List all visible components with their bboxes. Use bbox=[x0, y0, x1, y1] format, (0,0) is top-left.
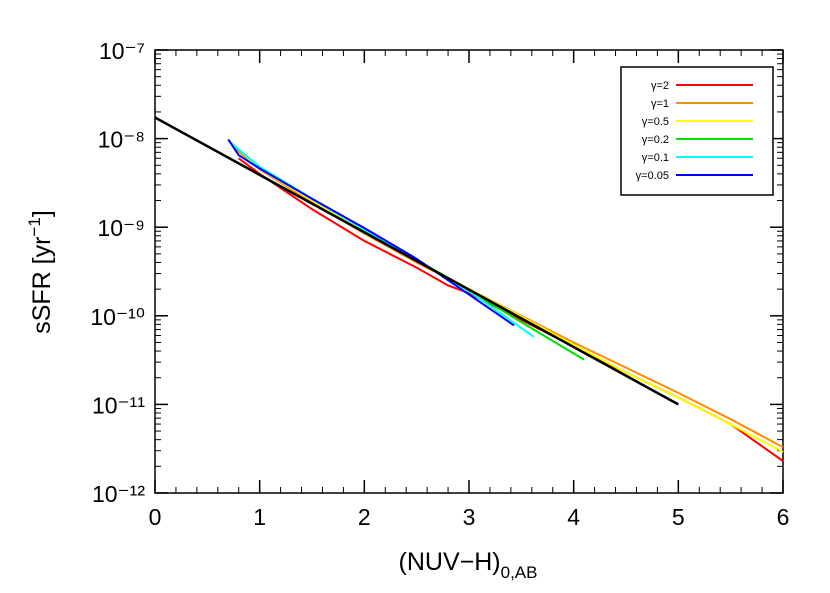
y-label-end: ] bbox=[28, 210, 56, 217]
y-tick-label: 10⁻⁹ bbox=[97, 215, 145, 241]
y-tick-label: 10⁻¹¹ bbox=[92, 392, 145, 418]
legend-label: γ=0.1 bbox=[642, 152, 669, 164]
x-tick-label: 2 bbox=[358, 504, 371, 530]
x-label-main: (NUV−H) bbox=[399, 548, 501, 576]
series-line bbox=[227, 139, 535, 338]
x-tick-label: 4 bbox=[567, 504, 580, 530]
series-line bbox=[229, 141, 585, 361]
y-tick-label: 10⁻⁷ bbox=[99, 38, 145, 64]
x-axis-label: (NUV−H)0,AB bbox=[399, 548, 538, 582]
legend-label: γ=1 bbox=[651, 98, 669, 110]
x-tick-label: 1 bbox=[253, 504, 266, 530]
y-label-sup: −1 bbox=[25, 217, 44, 236]
x-label-sub: 0,AB bbox=[501, 563, 538, 582]
y-tick-label: 10⁻¹² bbox=[92, 481, 145, 507]
fit-line bbox=[154, 116, 679, 406]
x-tick-label: 5 bbox=[672, 504, 685, 530]
legend-label: γ=0.05 bbox=[636, 170, 669, 182]
y-label-main: sSFR [yr bbox=[28, 237, 56, 334]
x-tick-label: 0 bbox=[149, 504, 162, 530]
y-tick-label: 10⁻⁸ bbox=[98, 127, 145, 153]
y-tick-label: 10⁻¹⁰ bbox=[90, 304, 145, 330]
legend-label: γ=0.5 bbox=[642, 116, 669, 128]
x-tick-label: 6 bbox=[777, 504, 790, 530]
series-line bbox=[227, 138, 515, 327]
legend-label: γ=0.2 bbox=[642, 134, 669, 146]
x-tick-label: 3 bbox=[463, 504, 476, 530]
y-axis-label: sSFR [yr−1] bbox=[25, 210, 56, 334]
legend-box bbox=[620, 66, 774, 196]
legend-label: γ=2 bbox=[651, 80, 669, 92]
